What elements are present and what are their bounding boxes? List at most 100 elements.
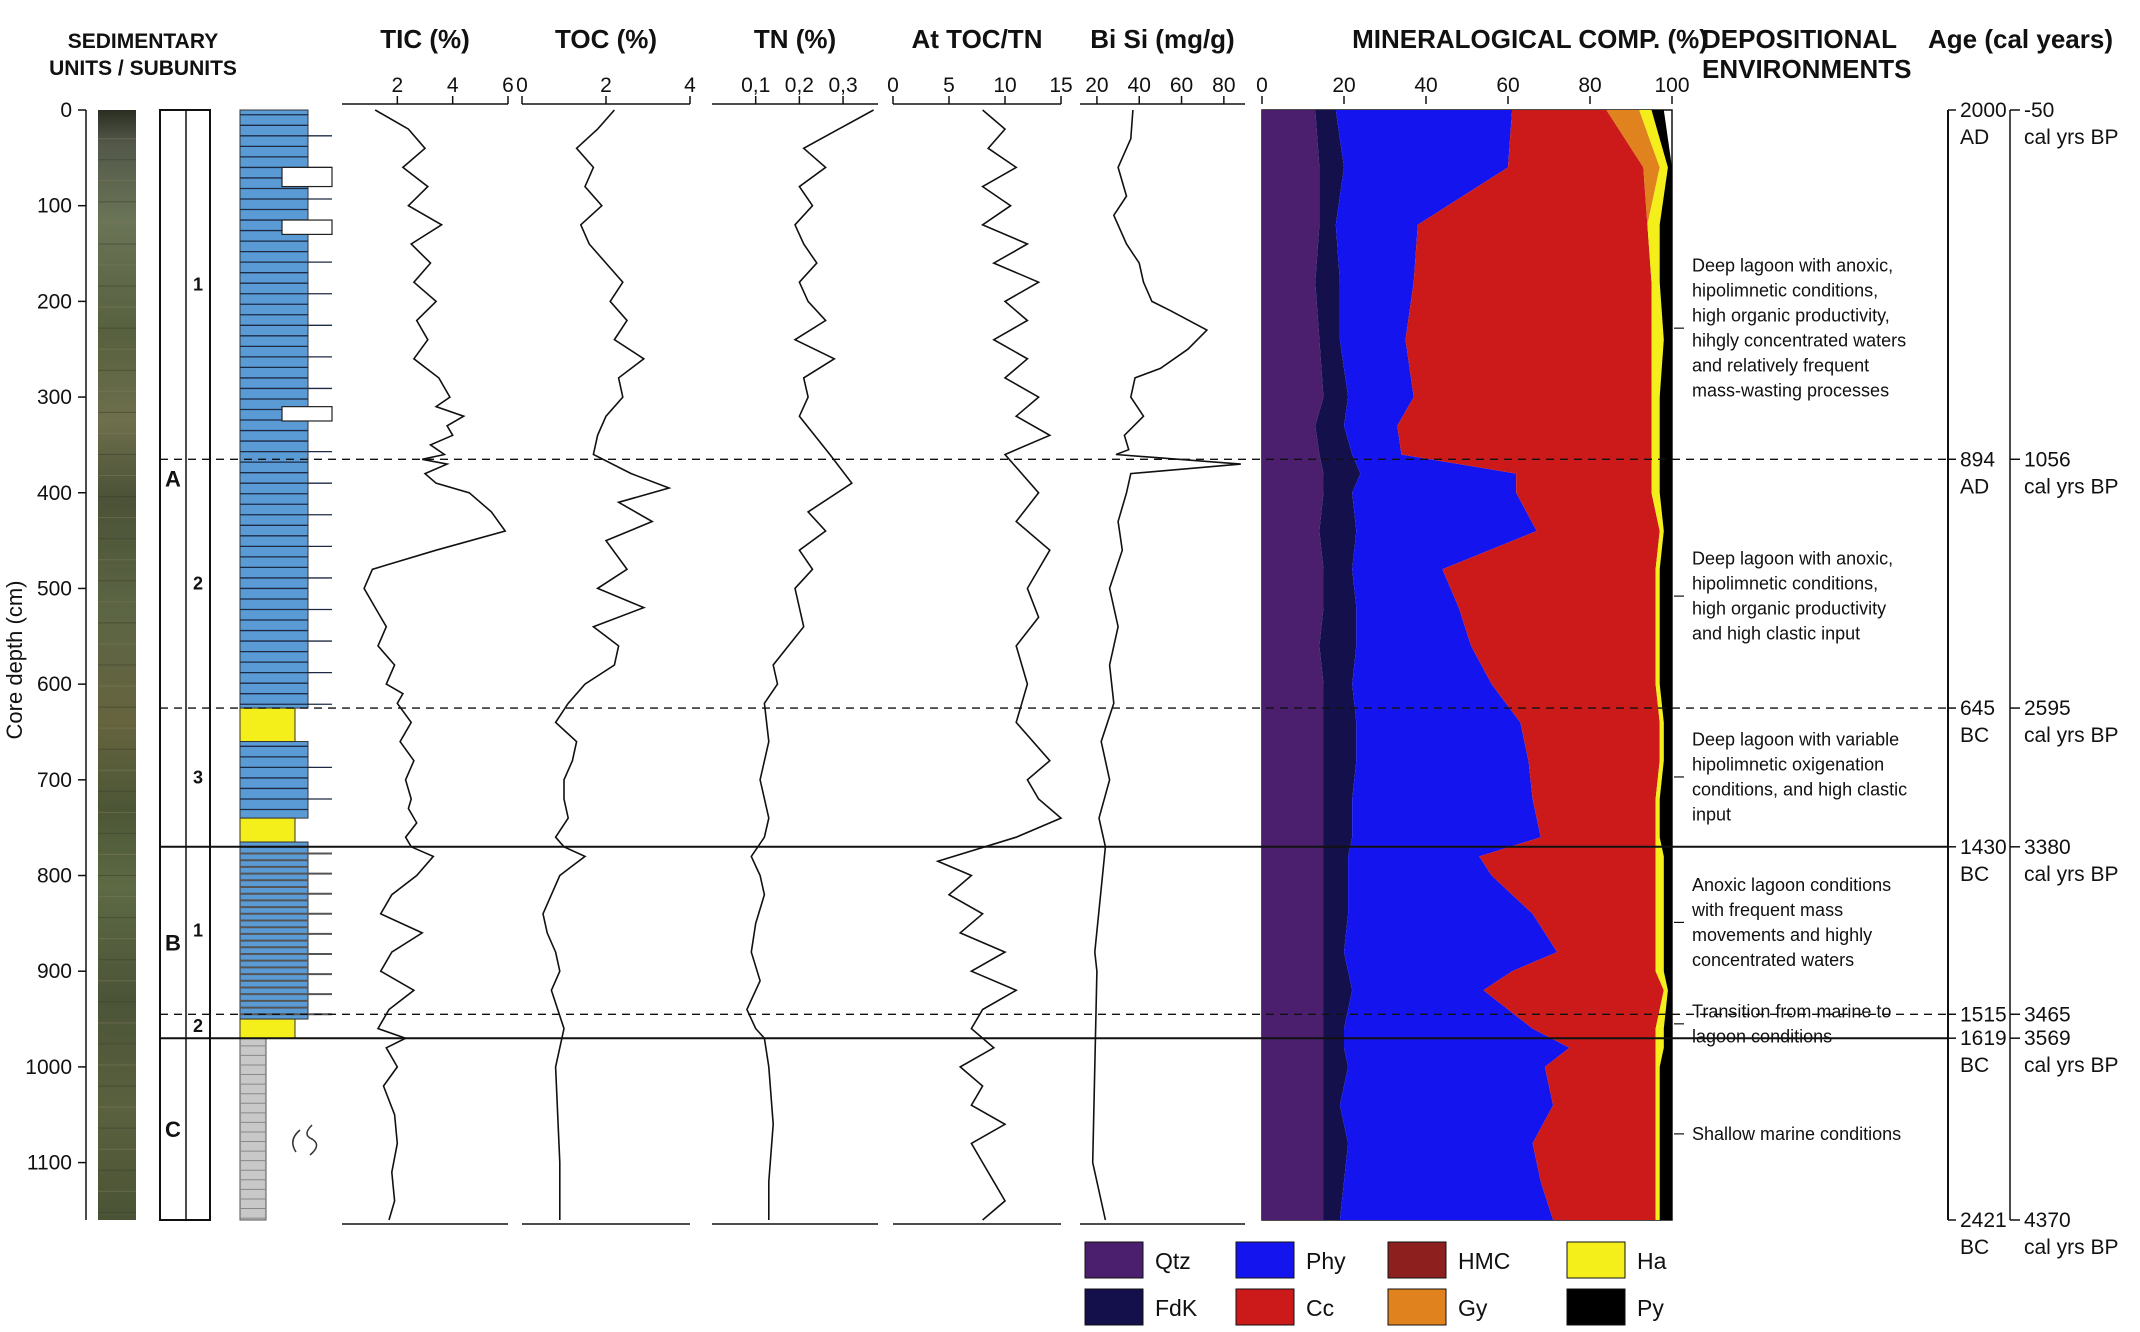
units-header-line2: UNITS / SUBUNITS: [49, 57, 237, 80]
mineral-tick-label: 40: [1414, 74, 1437, 97]
age-era: AD: [1960, 475, 1989, 498]
environment-text: and high clastic input: [1692, 624, 1860, 644]
age-bp: 3465: [2024, 1003, 2071, 1026]
lithology-yellow-bed: [239, 1018, 296, 1039]
legend-label-Phy: Phy: [1306, 1248, 1346, 1274]
environment-text: mass-wasting processes: [1692, 381, 1889, 401]
proxy-tick-label: 40: [1128, 74, 1151, 97]
environment-text: movements and highly: [1692, 925, 1872, 945]
legend-label-Cc: Cc: [1306, 1295, 1334, 1321]
subunit-label: 1: [193, 921, 203, 941]
subunit-label: 2: [193, 574, 203, 594]
proxy-series-line: [542, 109, 672, 1220]
legend-label-Qtz: Qtz: [1155, 1248, 1191, 1274]
environment-text: input: [1692, 804, 1731, 824]
lithology-yellow-bed: [239, 707, 296, 743]
age-year: 645: [1960, 697, 1995, 720]
proxy-tick-label: 80: [1212, 74, 1235, 97]
units-header-line1: SEDIMENTARY: [68, 30, 219, 53]
proxy-title: TIC (%): [380, 24, 470, 54]
proxy-series-line: [935, 109, 1063, 1221]
lithology-white-bed: [281, 406, 333, 422]
unit-label-A: A: [165, 466, 181, 491]
environment-text: high organic productivity,: [1692, 306, 1890, 326]
legend-label-HMC: HMC: [1458, 1248, 1510, 1274]
proxy-tick-label: 0,1: [741, 74, 770, 97]
age-bp-unit: cal yrs BP: [2024, 475, 2119, 498]
lithology-white-bed: [281, 219, 333, 235]
environment-text: Shallow marine conditions: [1692, 1124, 1901, 1144]
proxy-tick-label: 2: [391, 74, 403, 97]
environment-text: concentrated waters: [1692, 950, 1854, 970]
age-bp: 3569: [2024, 1027, 2071, 1050]
age-year: 1430: [1960, 836, 2007, 859]
depth-tick-label: 400: [37, 482, 72, 505]
proxy-title: At TOC/TN: [912, 24, 1043, 54]
age-bp-unit: cal yrs BP: [2024, 863, 2119, 886]
environment-text: Anoxic lagoon conditions: [1692, 875, 1891, 895]
environment-text: hipolimnetic conditions,: [1692, 574, 1878, 594]
proxy-tick-label: 4: [447, 74, 459, 97]
age-year: 2000: [1960, 99, 2007, 122]
proxy-series-line: [1091, 109, 1241, 1221]
mineral-area-Qtz: [1262, 110, 1324, 1220]
lithology-white-bed: [281, 166, 333, 188]
legend-swatch-Phy: [1235, 1241, 1295, 1279]
age-bp: 1056: [2024, 448, 2071, 471]
environment-text: lagoon conditions: [1692, 1026, 1832, 1046]
subunit-label: 1: [193, 275, 203, 295]
age-year: 894: [1960, 448, 1995, 471]
environment-text: hipolimnetic conditions,: [1692, 281, 1878, 301]
proxy-tick-label: 4: [684, 74, 696, 97]
legend-swatch-FdK: [1084, 1288, 1144, 1326]
legend-label-Py: Py: [1637, 1295, 1664, 1321]
mineral-area-Ha: [1639, 110, 1668, 1220]
age-bp-unit: cal yrs BP: [2024, 724, 2119, 747]
depth-tick-label: 1000: [25, 1056, 72, 1079]
environment-text: Deep lagoon with anoxic,: [1692, 256, 1893, 276]
environments-header-line1: DEPOSITIONAL: [1702, 24, 1897, 54]
legend-label-FdK: FdK: [1155, 1295, 1198, 1321]
age-bp-unit: cal yrs BP: [2024, 1054, 2119, 1077]
unit-label-B: B: [165, 931, 181, 956]
mineralogy-title: MINERALOGICAL COMP. (%): [1352, 24, 1708, 54]
mineral-area-Cc: [1397, 110, 1664, 1220]
proxy-tick-label: 0,3: [828, 74, 857, 97]
age-era: BC: [1960, 1236, 1989, 1259]
subunit-label: 2: [193, 1016, 203, 1036]
legend-swatch-Gy: [1387, 1288, 1447, 1326]
environment-text: hipolimnetic oxigenation: [1692, 754, 1884, 774]
depth-tick-label: 100: [37, 195, 72, 218]
age-year: 1619: [1960, 1027, 2007, 1050]
mineral-area-Py: [1651, 110, 1672, 1220]
legend-swatch-Qtz: [1084, 1241, 1144, 1279]
proxy-tick-label: 0: [887, 74, 899, 97]
depth-tick-label: 900: [37, 960, 72, 983]
depth-tick-label: 200: [37, 290, 72, 313]
legend-swatch-HMC: [1387, 1241, 1447, 1279]
mineral-tick-label: 0: [1256, 74, 1268, 97]
environment-text: high organic productivity: [1692, 599, 1886, 619]
depth-tick-label: 600: [37, 673, 72, 696]
environment-text: Deep lagoon with variable: [1692, 729, 1899, 749]
environment-text: hihgly concentrated waters: [1692, 331, 1906, 351]
age-era: BC: [1960, 863, 1989, 886]
age-era: BC: [1960, 724, 1989, 747]
environment-text: and relatively frequent: [1692, 356, 1869, 376]
proxy-tick-label: 0,2: [785, 74, 814, 97]
y-axis-label: Core depth (cm): [2, 581, 27, 740]
age-header: Age (cal years): [1928, 24, 2113, 54]
proxy-tick-label: 60: [1170, 74, 1193, 97]
environments-header-line2: ENVIRONMENTS: [1702, 54, 1911, 84]
proxy-tick-label: 5: [943, 74, 955, 97]
proxy-tick-label: 6: [502, 74, 514, 97]
lithology-laminated-bed: [239, 741, 309, 819]
age-year: 2421: [1960, 1209, 2007, 1232]
proxy-title: TOC (%): [555, 24, 657, 54]
proxy-title: Bi Si (mg/g): [1090, 24, 1234, 54]
proxy-tick-label: 20: [1085, 74, 1108, 97]
environment-text: conditions, and high clastic: [1692, 779, 1907, 799]
age-bp: -50: [2024, 99, 2054, 122]
age-bp: 2595: [2024, 697, 2071, 720]
